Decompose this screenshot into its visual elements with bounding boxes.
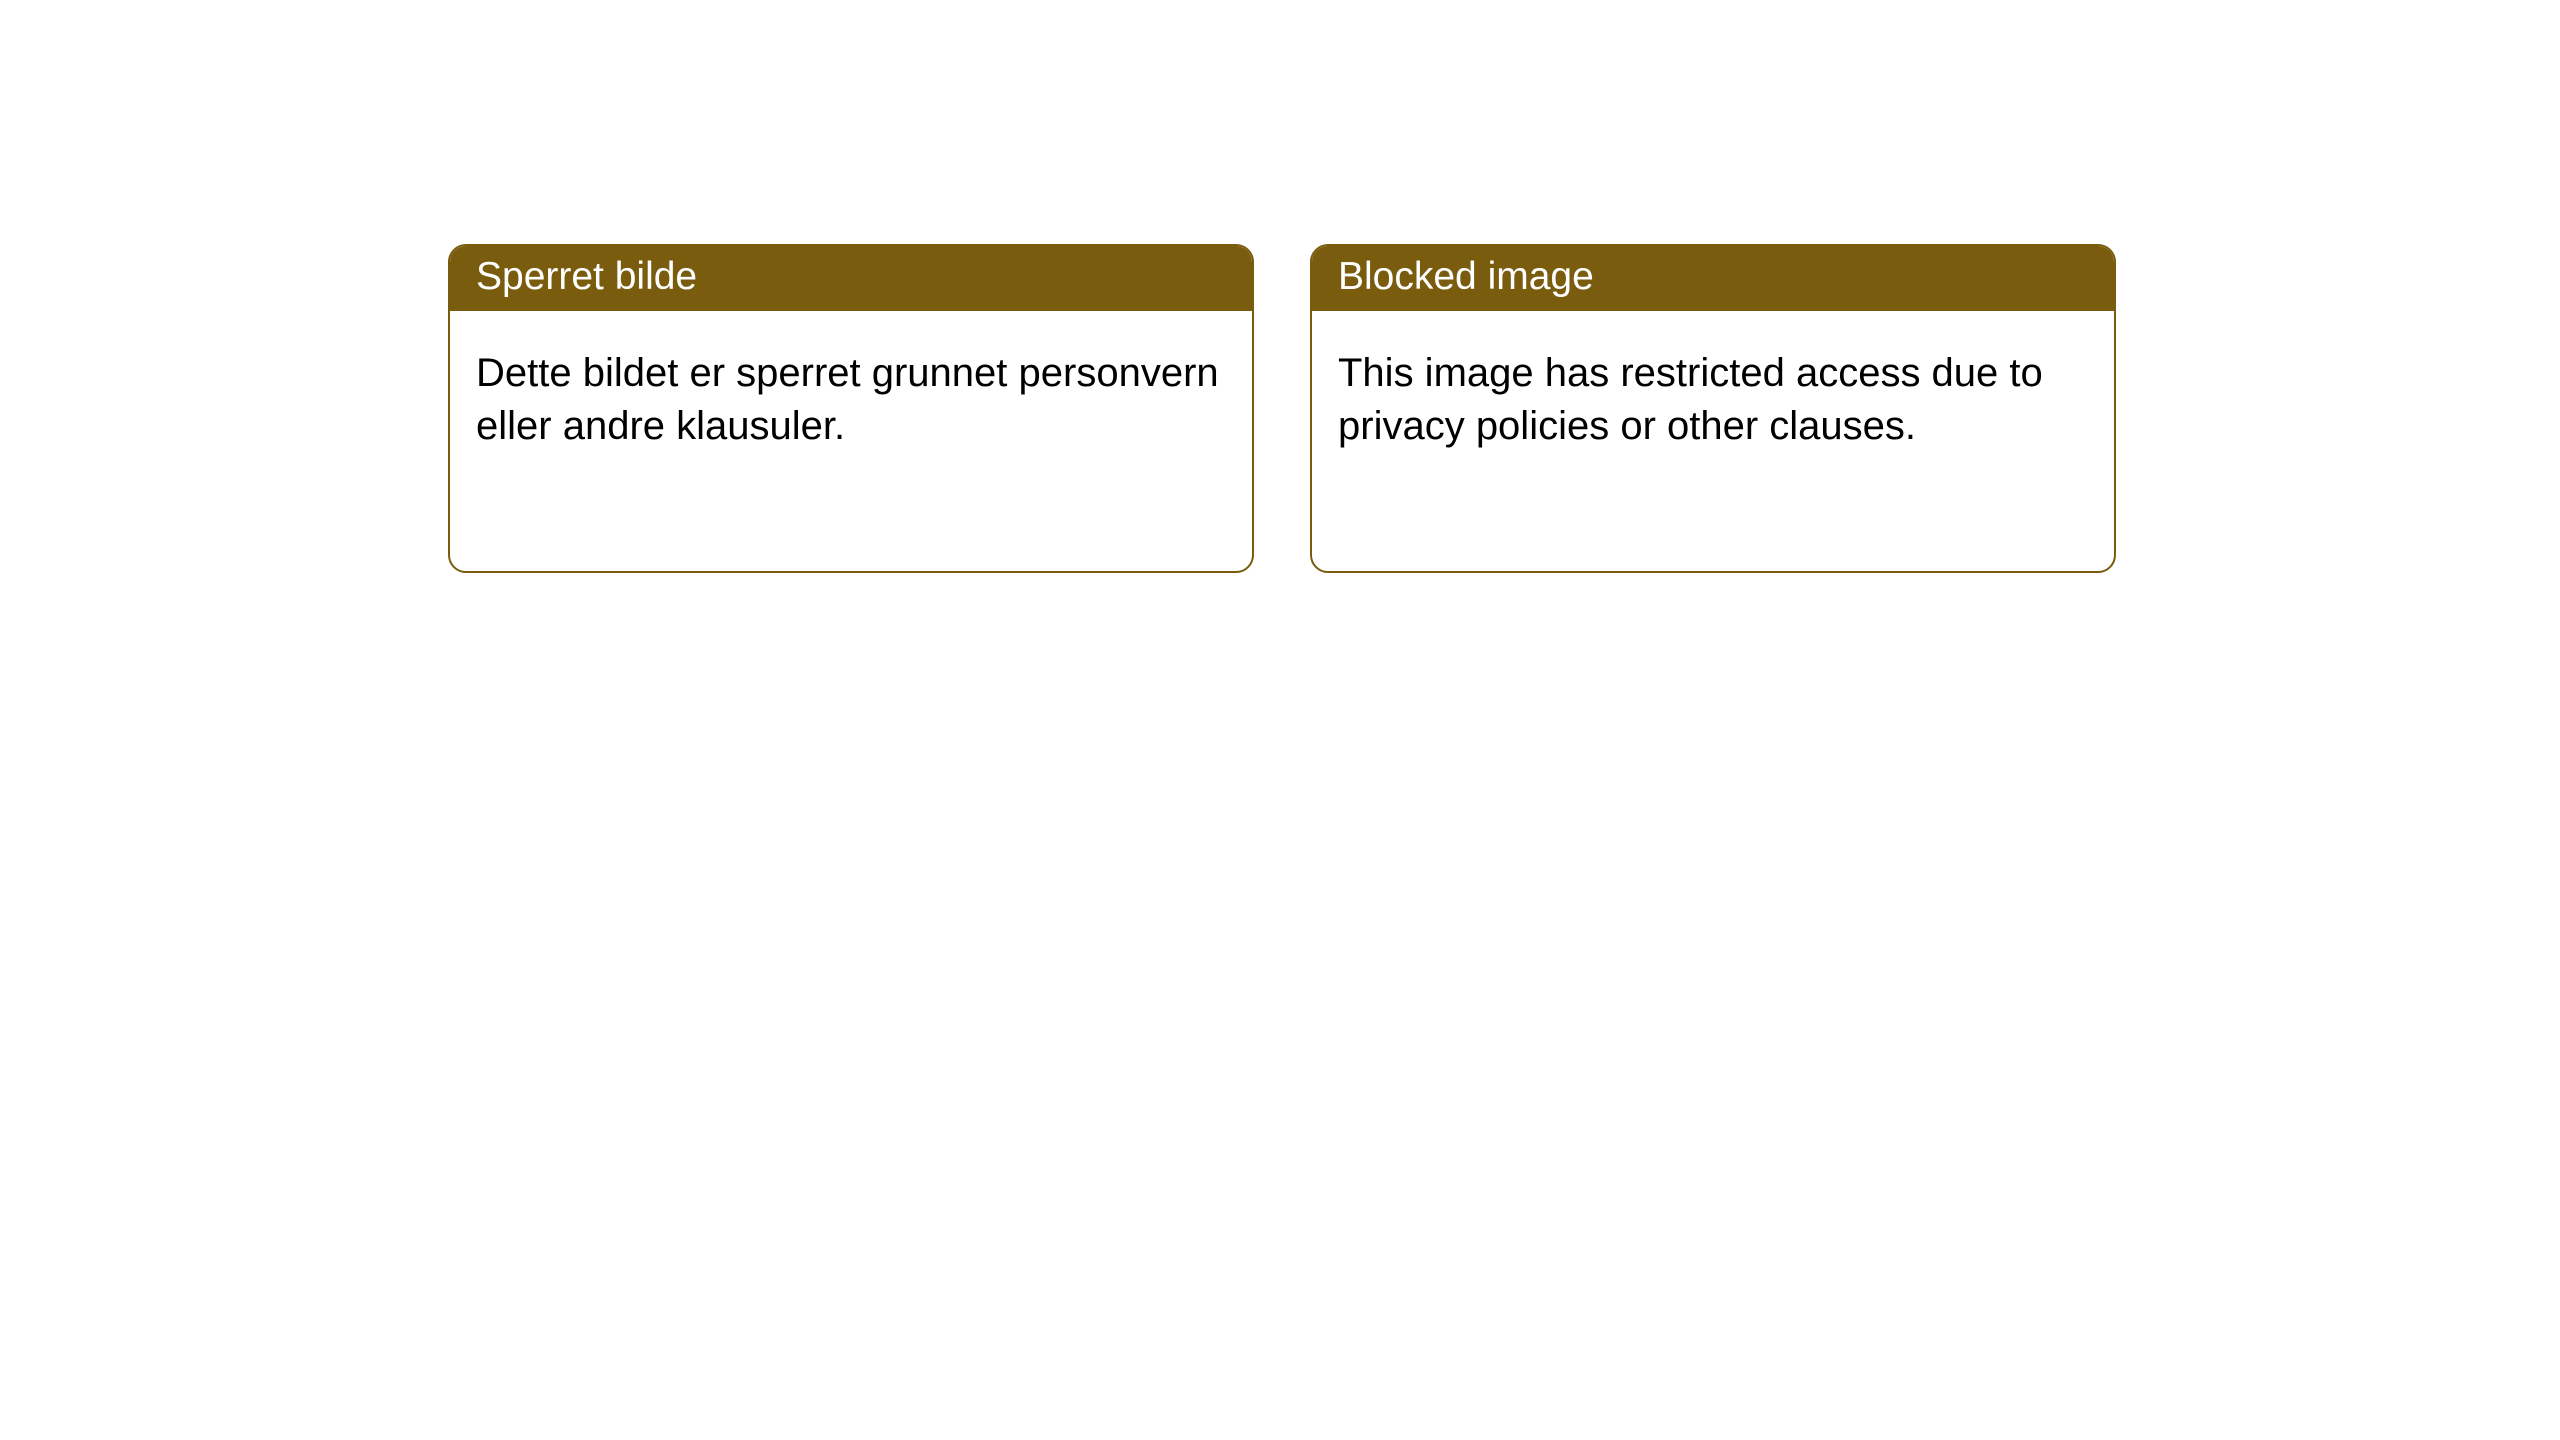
card-title: Sperret bilde [476, 255, 697, 298]
notice-container: Sperret bilde Dette bildet er sperret gr… [0, 0, 2560, 573]
blocked-image-card-norwegian: Sperret bilde Dette bildet er sperret gr… [448, 244, 1254, 573]
card-header: Sperret bilde [450, 246, 1252, 311]
card-body: Dette bildet er sperret grunnet personve… [450, 311, 1252, 571]
card-header: Blocked image [1312, 246, 2114, 311]
card-message: This image has restricted access due to … [1338, 351, 2043, 448]
blocked-image-card-english: Blocked image This image has restricted … [1310, 244, 2116, 573]
card-body: This image has restricted access due to … [1312, 311, 2114, 571]
card-message: Dette bildet er sperret grunnet personve… [476, 351, 1219, 448]
card-title: Blocked image [1338, 255, 1594, 298]
